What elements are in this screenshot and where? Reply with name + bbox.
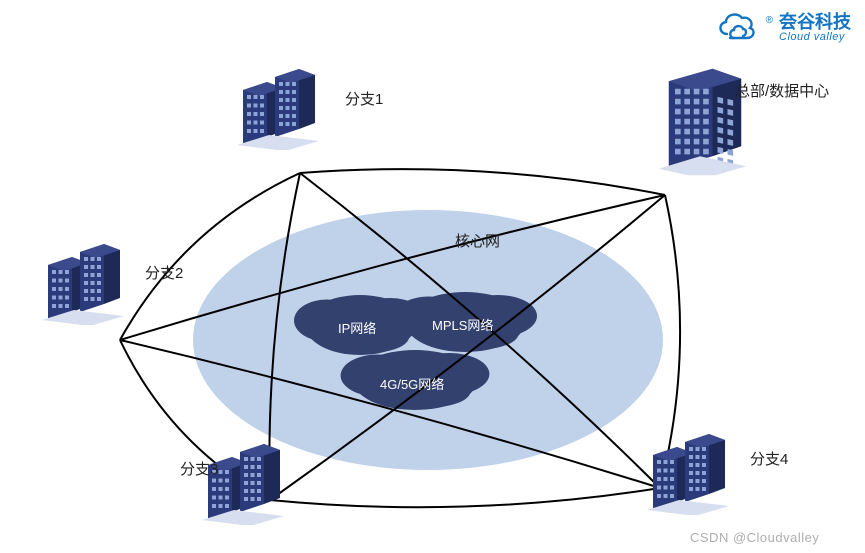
building-hq: [644, 56, 757, 180]
brand-icon: [716, 8, 758, 49]
registered-mark: ®: [766, 15, 773, 26]
brand-name-cn: 夽谷科技: [779, 13, 851, 32]
building-b2: [40, 230, 130, 330]
brand-logo: ® 夽谷科技 Cloud valley: [716, 8, 851, 49]
building-b4: [645, 420, 735, 520]
building-b3: [200, 430, 290, 530]
watermark: CSDN @Cloudvalley: [690, 530, 819, 545]
building-b1: [235, 55, 325, 155]
cloud-label-ip: IP网络: [338, 318, 376, 337]
label-b2: 分支2: [145, 262, 183, 283]
brand-name-en: Cloud valley: [779, 32, 851, 44]
diagram-stage: 分支1 总部/数据中心分支2 分支3 分支4 核心网 IP网络 MPLS网络 4G/5G网络 C…: [0, 0, 865, 553]
edge-b1-hq: [300, 169, 665, 195]
label-b3: 分支3: [180, 458, 218, 479]
cloud-label-45g: 4G/5G网络: [380, 374, 444, 393]
label-b4: 分支4: [750, 448, 788, 469]
label-b1: 分支1: [345, 88, 383, 109]
edge-b3-b4: [270, 488, 660, 507]
brand-text: 夽谷科技 Cloud valley: [779, 13, 851, 43]
label-hq: 总部/数据中心: [735, 80, 829, 101]
core-network-label: 核心网: [455, 230, 500, 251]
cloud-label-mpls: MPLS网络: [432, 315, 493, 334]
